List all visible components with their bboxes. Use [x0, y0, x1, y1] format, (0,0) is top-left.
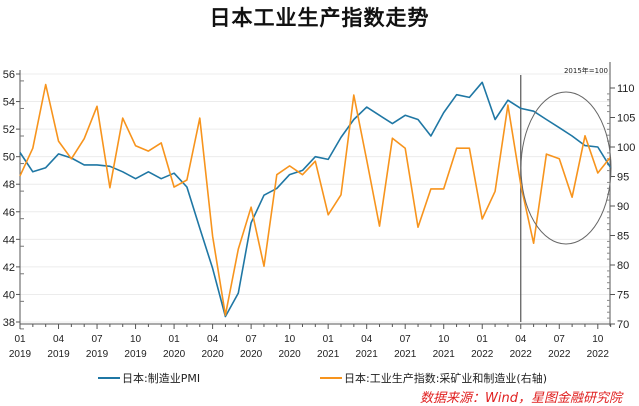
- x-tick-year: 2020: [201, 349, 224, 360]
- right-tick-label: 105: [617, 113, 635, 125]
- x-tick-month: 07: [554, 334, 566, 345]
- x-tick-year: 2020: [279, 349, 302, 360]
- x-tick-year: 2020: [163, 349, 186, 360]
- left-tick-label: 52: [3, 124, 15, 136]
- annotation-ellipse: [520, 91, 612, 245]
- right-tick-label: 70: [617, 319, 629, 331]
- legend-item-pmi: 日本:制造业PMI: [98, 370, 200, 386]
- right-axis-unit: 2015年=100: [564, 66, 608, 75]
- left-tick-label: 44: [3, 234, 15, 246]
- right-tick-label: 85: [617, 231, 629, 243]
- x-tick-year: 2021: [356, 349, 379, 360]
- x-tick-month: 04: [361, 334, 373, 345]
- x-tick-year: 2021: [433, 349, 456, 360]
- x-tick-month: 01: [169, 334, 181, 345]
- left-tick-label: 48: [3, 179, 15, 191]
- x-tick-month: 10: [438, 334, 450, 345]
- x-tick-year: 2022: [587, 349, 610, 360]
- x-tick-month: 04: [207, 334, 219, 345]
- x-tick-month: 10: [592, 334, 604, 345]
- x-tick-year: 2022: [510, 349, 533, 360]
- data-source: 数据来源：Wind，星图金融研究院: [420, 391, 622, 406]
- x-tick-month: 07: [400, 334, 412, 345]
- x-tick-month: 04: [53, 334, 65, 345]
- x-tick-year: 2022: [471, 349, 494, 360]
- x-tick-month: 07: [91, 334, 103, 345]
- chart-title: 日本工业生产指数走势: [209, 6, 430, 30]
- x-tick-year: 2019: [124, 349, 147, 360]
- right-tick-label: 90: [617, 201, 629, 213]
- x-tick-month: 07: [246, 334, 258, 345]
- legend-swatch-pmi: [98, 377, 120, 379]
- right-tick-label: 95: [617, 172, 629, 184]
- x-tick-year: 2019: [47, 349, 70, 360]
- legend-swatch-ip: [320, 377, 342, 379]
- x-tick-month: 01: [477, 334, 489, 345]
- x-tick-year: 2021: [394, 349, 417, 360]
- series-pmi-line: [19, 81, 612, 318]
- x-tick-month: 01: [14, 334, 26, 345]
- x-tick-year: 2019: [86, 349, 109, 360]
- x-tick-month: 01: [323, 334, 335, 345]
- legend-label-ip: 日本:工业生产指数:采矿业和制造业(右轴): [344, 372, 547, 385]
- left-tick-label: 40: [3, 289, 15, 301]
- left-tick-label: 46: [3, 207, 15, 219]
- right-tick-label: 110: [617, 83, 635, 95]
- x-tick-year: 2019: [9, 349, 32, 360]
- right-tick-label: 80: [617, 260, 629, 272]
- left-tick-label: 38: [3, 317, 15, 329]
- x-tick-month: 10: [130, 334, 142, 345]
- series-ip-line: [19, 83, 612, 316]
- legend-item-ip: 日本:工业生产指数:采矿业和制造业(右轴): [320, 370, 547, 386]
- legend-label-pmi: 日本:制造业PMI: [122, 372, 201, 385]
- left-tick-label: 42: [3, 262, 15, 274]
- right-tick-label: 75: [617, 290, 629, 302]
- x-tick-month: 04: [515, 334, 527, 345]
- left-tick-label: 56: [3, 69, 15, 81]
- x-tick-month: 10: [284, 334, 296, 345]
- left-tick-label: 50: [3, 152, 15, 164]
- right-tick-label: 100: [617, 142, 635, 154]
- left-tick-label: 54: [3, 97, 15, 109]
- x-tick-year: 2021: [317, 349, 340, 360]
- x-tick-year: 2020: [240, 349, 263, 360]
- x-tick-year: 2022: [548, 349, 571, 360]
